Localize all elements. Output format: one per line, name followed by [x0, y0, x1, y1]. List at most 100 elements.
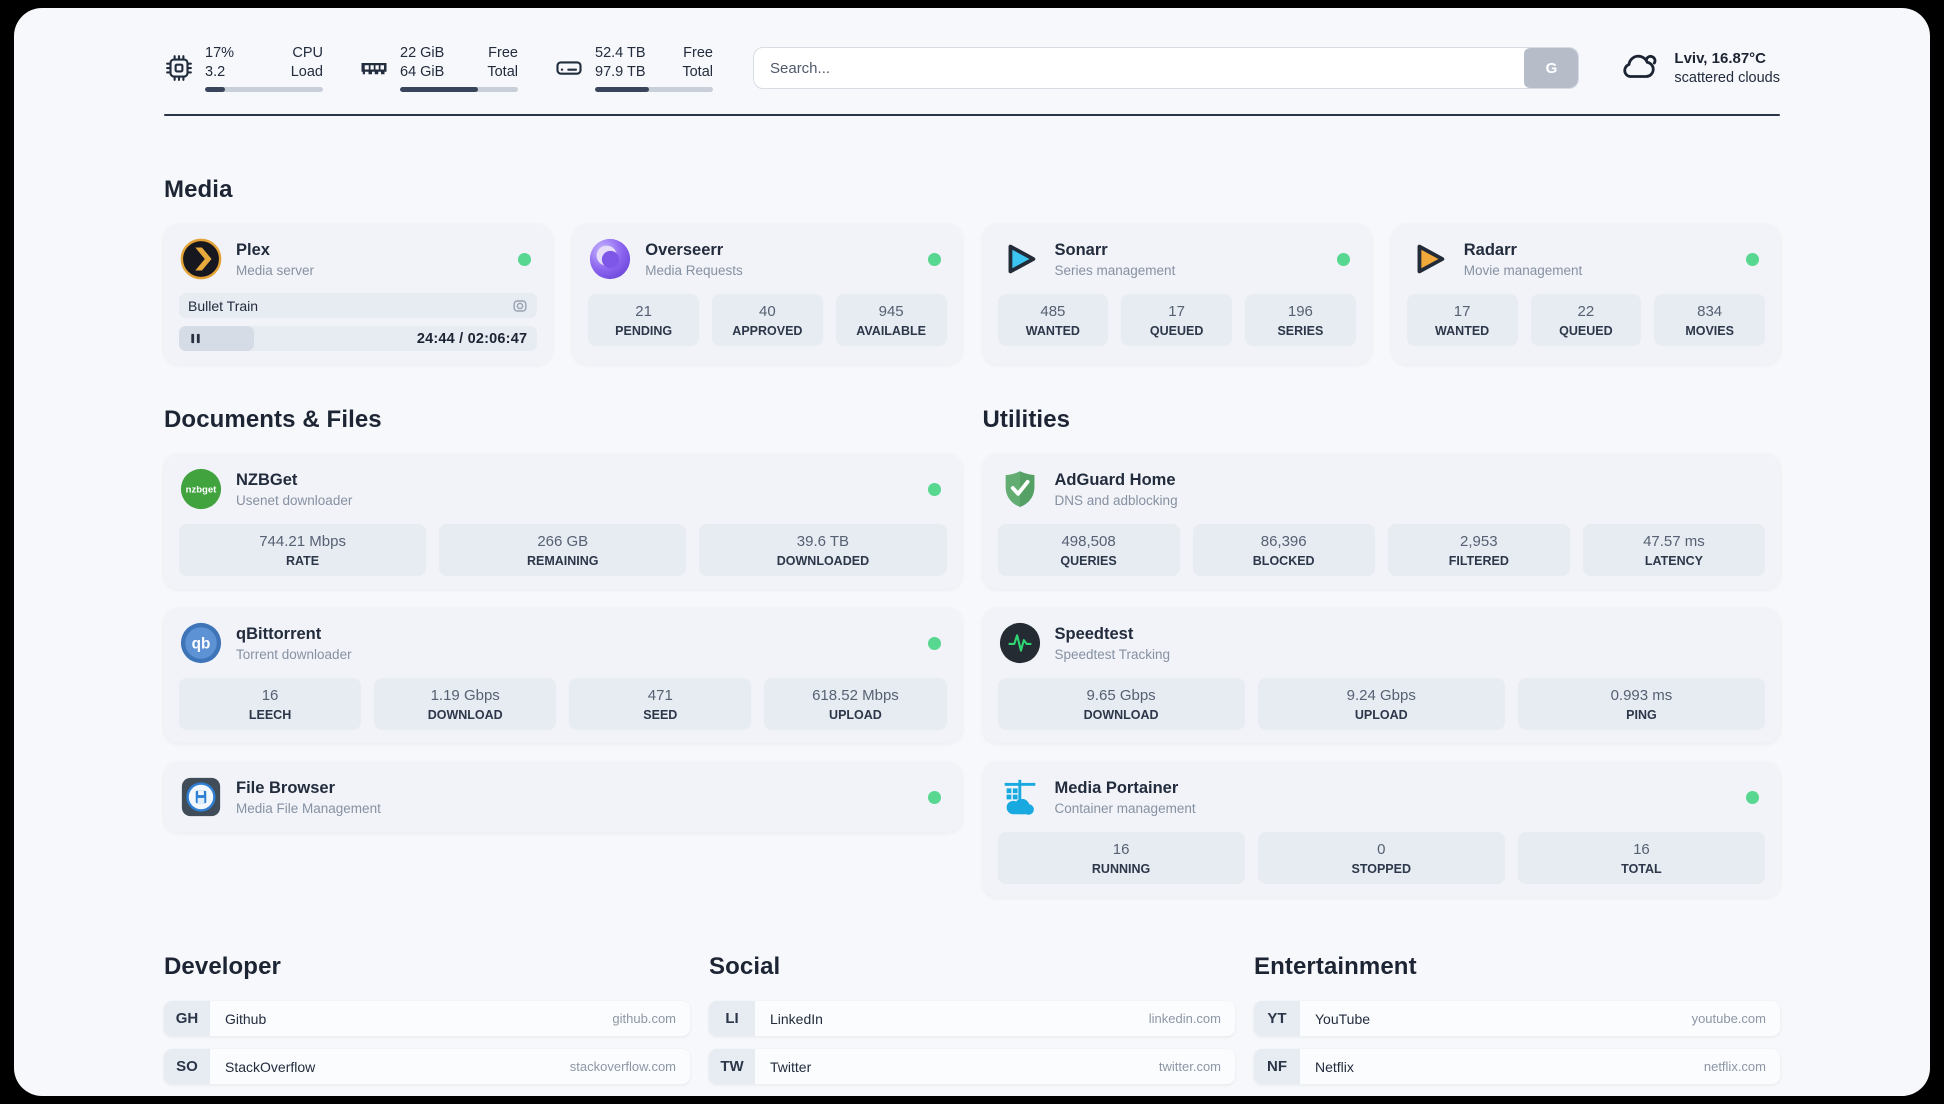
cpu-load-value: 3.2: [205, 64, 226, 80]
documents-section: Documents & Files nzbget NZBGet U: [164, 406, 962, 832]
portainer-card[interactable]: Media Portainer Container management 16 R…: [982, 762, 1780, 897]
stat-latency: 47.57 ms LATENCY: [1582, 524, 1765, 576]
radarr-card[interactable]: Radarr Movie management 17 WANTED 22 QUEUE…: [1391, 224, 1780, 364]
app-description: Speedtest Tracking: [1054, 646, 1171, 662]
radarr-icon: [1407, 237, 1451, 281]
cpu-label: CPU: [292, 45, 323, 61]
stat-upload: 9.24 Gbps UPLOAD: [1257, 678, 1505, 730]
weather-condition: scattered clouds: [1674, 69, 1780, 86]
svg-text:nzbget: nzbget: [186, 484, 218, 495]
link-github[interactable]: GH Github github.com: [164, 1001, 690, 1036]
link-abbr: NF: [1254, 1049, 1300, 1084]
system-stats: 17% 3.2 CPU Load: [164, 44, 713, 92]
ram-free-value: 22 GiB: [400, 45, 445, 61]
status-dot: [927, 790, 941, 804]
link-linkedin[interactable]: LI LinkedIn linkedin.com: [709, 1001, 1235, 1036]
app-name: Radarr: [1463, 240, 1517, 259]
stat-leech: 16 LEECH: [179, 678, 362, 730]
link-url: netflix.com: [1703, 1059, 1766, 1074]
weather-widget[interactable]: Lviv, 16.87°C scattered clouds: [1619, 45, 1780, 92]
stat-filtered: 2,953 FILTERED: [1387, 524, 1570, 576]
qbittorrent-card[interactable]: qb qBittorrent Torrent downloader 16 LEEC…: [164, 608, 962, 743]
app-description: Media server: [236, 262, 315, 278]
link-twitter[interactable]: TW Twitter twitter.com: [709, 1049, 1235, 1084]
now-playing-title: Bullet Train: [188, 297, 259, 314]
link-stackoverflow[interactable]: SO StackOverflow stackoverflow.com: [164, 1049, 690, 1084]
stat-approved: 40 APPROVED: [712, 294, 823, 346]
stat-running: 16 RUNNING: [997, 832, 1245, 884]
adguard-icon: [998, 467, 1042, 511]
app-description: Torrent downloader: [236, 646, 352, 662]
stat-wanted: 17 WANTED: [1406, 294, 1518, 346]
developer-heading: Developer: [164, 953, 281, 980]
overseerr-card[interactable]: Overseerr Media Requests 21 PENDING 40 APP…: [573, 224, 962, 364]
search-input[interactable]: [754, 48, 1525, 88]
link-name: Twitter: [770, 1058, 812, 1075]
media-section: Media Plex Media server: [164, 176, 1780, 364]
memory-stat: 22 GiB 64 GiB Free Total: [359, 44, 518, 92]
disk-total-label: Total: [682, 64, 713, 80]
speedtest-icon: [998, 621, 1042, 665]
adguard-card[interactable]: AdGuard Home DNS and adblocking 498,508 Q…: [982, 454, 1780, 589]
developer-section: Developer GH Github github.com SO StackO…: [164, 953, 690, 1096]
link-youtube[interactable]: YT YouTube youtube.com: [1254, 1001, 1780, 1036]
stat-upload: 618.52 Mbps UPLOAD: [764, 678, 947, 730]
player-progress-row[interactable]: 24:44 / 02:06:47: [179, 326, 538, 351]
app-name: Speedtest: [1054, 624, 1134, 643]
app-name: File Browser: [236, 778, 336, 797]
link-abbr: LI: [709, 1001, 755, 1036]
link-name: LinkedIn: [770, 1010, 823, 1027]
stat-queries: 498,508 QUERIES: [997, 524, 1180, 576]
sonarr-card[interactable]: Sonarr Series management 485 WANTED 17 QUE…: [982, 224, 1371, 364]
ram-progress-bar: [400, 87, 518, 92]
app-name: qBittorrent: [236, 624, 322, 643]
entertainment-section: Entertainment YT YouTube youtube.com NF …: [1254, 953, 1780, 1096]
stat-download: 1.19 Gbps DOWNLOAD: [374, 678, 557, 730]
stat-wanted: 485 WANTED: [997, 294, 1109, 346]
stat-downloaded: 39.6 TB DOWNLOADED: [699, 524, 947, 576]
link-url: linkedin.com: [1148, 1011, 1221, 1026]
qbittorrent-icon: qb: [179, 621, 223, 665]
filebrowser-card[interactable]: File Browser Media File Management: [164, 762, 962, 832]
app-description: Usenet downloader: [236, 492, 353, 508]
status-dot: [518, 252, 532, 266]
link-name: YouTube: [1315, 1010, 1371, 1027]
app-description: DNS and adblocking: [1054, 492, 1178, 508]
disk-stat: 52.4 TB 97.9 TB Free Total: [554, 44, 713, 92]
link-abbr: GH: [164, 1001, 210, 1036]
disk-progress-bar: [595, 87, 713, 92]
status-dot: [927, 252, 941, 266]
search-engine-button[interactable]: G: [1524, 48, 1579, 88]
link-abbr: SO: [164, 1049, 210, 1084]
app-description: Series management: [1054, 262, 1176, 278]
status-dot: [1336, 252, 1350, 266]
portainer-icon: [998, 775, 1042, 819]
status-dot: [927, 482, 941, 496]
nzbget-card[interactable]: nzbget NZBGet Usenet downloader 744.21 M…: [164, 454, 962, 589]
disk-free-label: Free: [683, 45, 713, 61]
dashboard-page: 17% 3.2 CPU Load: [14, 8, 1930, 1096]
stat-available: 945 AVAILABLE: [835, 294, 947, 346]
cpu-stat: 17% 3.2 CPU Load: [164, 44, 323, 92]
app-description: Container management: [1054, 800, 1196, 816]
cpu-progress-bar: [205, 87, 323, 92]
stat-stopped: 0 STOPPED: [1257, 832, 1505, 884]
app-name: Media Portainer: [1054, 778, 1179, 797]
documents-heading: Documents & Files: [164, 406, 382, 433]
search-bar: G: [753, 47, 1580, 89]
ram-free-label: Free: [488, 45, 518, 61]
svg-text:qb: qb: [192, 636, 211, 653]
disk-icon: [554, 53, 584, 83]
stat-rate: 744.21 Mbps RATE: [179, 524, 427, 576]
plex-card[interactable]: Plex Media server Bullet Train: [164, 224, 553, 364]
nzbget-icon: nzbget: [179, 467, 223, 511]
status-dot: [927, 636, 941, 650]
link-netflix[interactable]: NF Netflix netflix.com: [1254, 1049, 1780, 1084]
social-section: Social LI LinkedIn linkedin.com TW Twitt…: [709, 953, 1235, 1096]
status-dot: [1746, 790, 1759, 804]
speedtest-card[interactable]: Speedtest Speedtest Tracking 9.65 Gbps DO…: [982, 608, 1780, 743]
cpu-value: 17%: [205, 45, 235, 61]
disk-total-value: 97.9 TB: [595, 64, 646, 80]
overseerr-icon: [588, 237, 632, 281]
now-playing-row[interactable]: Bullet Train: [179, 293, 538, 318]
